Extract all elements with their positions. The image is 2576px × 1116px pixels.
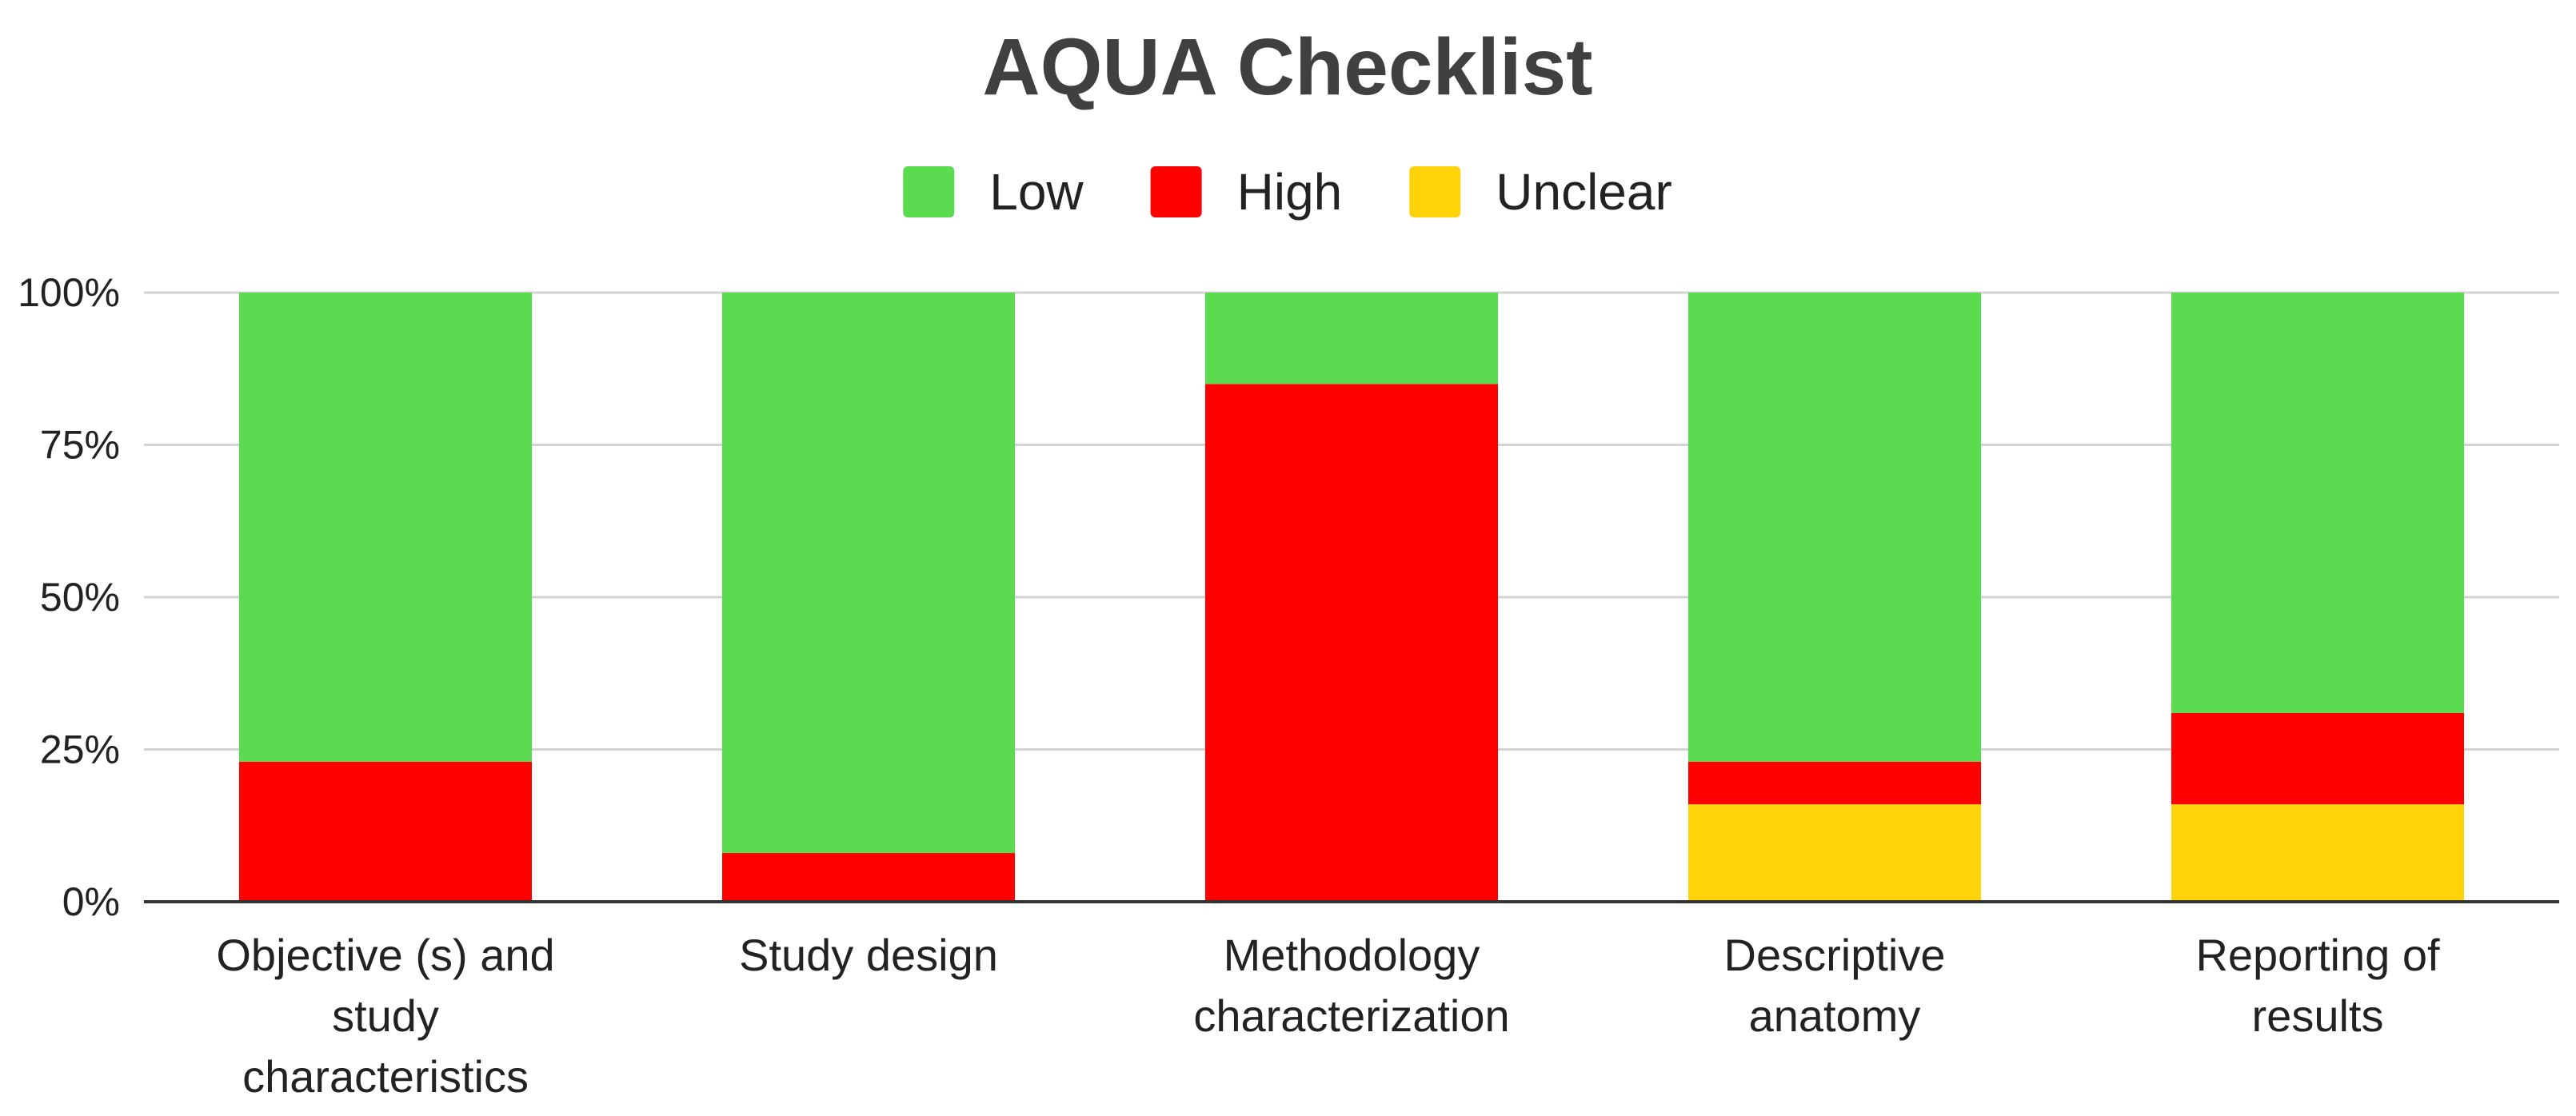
x-tick-label-line: Methodology — [1224, 930, 1480, 980]
legend-label: High — [1237, 163, 1343, 221]
bar-stack-2 — [722, 293, 1015, 902]
bar-segment-high — [2171, 712, 2464, 805]
y-tick-label: 100% — [18, 270, 120, 315]
bar-stack-4 — [1688, 293, 1981, 902]
legend-label: Unclear — [1496, 163, 1672, 221]
bar-segment-high — [722, 853, 1015, 902]
x-tick-label: Reporting of results — [2195, 930, 2440, 1041]
legend-swatch — [1150, 166, 1202, 217]
legend-item-low[interactable]: Low — [903, 163, 1084, 221]
y-tick-label: 25% — [40, 727, 120, 772]
x-tick-label-line: characterization — [1193, 990, 1509, 1041]
x-tick-label-line: results — [2252, 990, 2384, 1041]
bar-stack-1 — [239, 293, 532, 902]
bar-segment-low — [2171, 293, 2464, 713]
legend-label: Low — [989, 163, 1084, 221]
y-tick-label: 50% — [40, 575, 120, 620]
x-axis-labels: Objective (s) and study characteristics Stu… — [216, 930, 2440, 1102]
legend-item-unclear[interactable]: Unclear — [1409, 163, 1672, 221]
x-tick-label: Methodology characterization — [1193, 930, 1509, 1041]
bar-segment-high — [1688, 761, 1981, 805]
bar-stack-3 — [1205, 293, 1498, 902]
x-tick-label-line: anatomy — [1749, 990, 1921, 1041]
x-tick-label-line: Objective (s) and — [216, 930, 554, 980]
x-tick-label-line: Reporting of — [2195, 930, 2440, 980]
y-tick-label: 0% — [62, 879, 120, 924]
bar-segment-high — [1205, 384, 1498, 902]
bar-segment-low — [722, 293, 1015, 854]
x-tick-label-line: study — [332, 990, 439, 1041]
y-tick-label: 75% — [40, 423, 120, 468]
x-tick-label: Objective (s) and study characteristics — [216, 930, 554, 1102]
chart-title: AQUA Checklist — [982, 22, 1592, 112]
bar-segment-low — [1205, 293, 1498, 385]
legend-swatch — [1409, 166, 1461, 217]
x-tick-label-line: Study design — [739, 930, 998, 980]
bar-stack-5 — [2171, 293, 2464, 902]
x-tick-label-line: characteristics — [242, 1051, 529, 1102]
bar-segment-low — [239, 293, 532, 762]
bar-segment-low — [1688, 293, 1981, 762]
legend[interactable]: Low High Unclear — [903, 163, 1672, 221]
legend-item-high[interactable]: High — [1150, 163, 1343, 221]
y-axis-ticks: 0% 25% 50% 75% 100% — [18, 270, 120, 924]
bar-segment-unclear — [1688, 804, 1981, 902]
bar-segment-high — [239, 761, 532, 902]
bar-segment-unclear — [2171, 804, 2464, 902]
x-tick-label-line: Descriptive — [1724, 930, 1946, 980]
legend-swatch — [903, 166, 955, 217]
bars — [239, 293, 2464, 902]
x-tick-label: Descriptive anatomy — [1724, 930, 1946, 1041]
x-tick-label: Study design — [739, 930, 998, 980]
